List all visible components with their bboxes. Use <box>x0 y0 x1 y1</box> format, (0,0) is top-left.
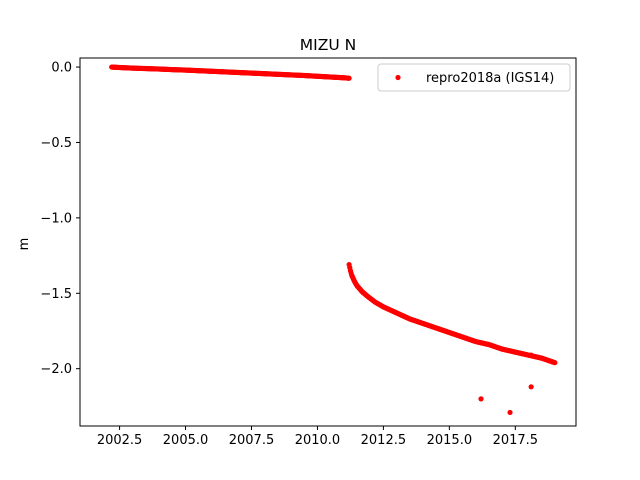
x-tick-label: 2015.0 <box>427 433 473 448</box>
plot-area <box>109 64 558 416</box>
data-point <box>552 360 558 366</box>
outlier-point <box>507 409 513 416</box>
y-axis-label: m <box>17 238 32 251</box>
legend-box <box>377 63 571 92</box>
x-tick-label: 2007.5 <box>229 433 275 448</box>
y-tick-label: −0.5 <box>40 136 72 151</box>
legend-label: repro2018a (IGS14) <box>426 71 554 86</box>
x-tick-label: 2017.5 <box>493 433 539 448</box>
x-axis-ticks: 2002.5 2005.0 2007.5 2010.0 2012.5 2015.0 2017… <box>97 426 538 448</box>
y-tick-label: −1.5 <box>40 287 72 302</box>
y-tick-label: −1.0 <box>40 211 72 226</box>
x-tick-label: 2012.5 <box>361 433 407 448</box>
outlier-point <box>478 396 484 402</box>
outlier-point <box>528 352 534 358</box>
data-point <box>346 75 352 81</box>
y-tick-label: −2.0 <box>40 362 72 377</box>
plot-frame <box>79 57 577 427</box>
y-tick-label: 0.0 <box>51 61 72 76</box>
data-marks <box>109 64 558 416</box>
x-tick-label: 2002.5 <box>97 433 143 448</box>
y-axis-ticks: 0.0 −0.5 −1.0 −1.5 −2.0 <box>40 61 80 377</box>
legend: repro2018a (IGS14) <box>377 63 571 92</box>
x-tick-label: 2010.0 <box>295 433 341 448</box>
x-tick-label: 2005.0 <box>163 433 209 448</box>
outlier-point <box>528 384 534 390</box>
chart-title: MIZU N <box>300 36 356 54</box>
legend-marker <box>395 74 401 81</box>
